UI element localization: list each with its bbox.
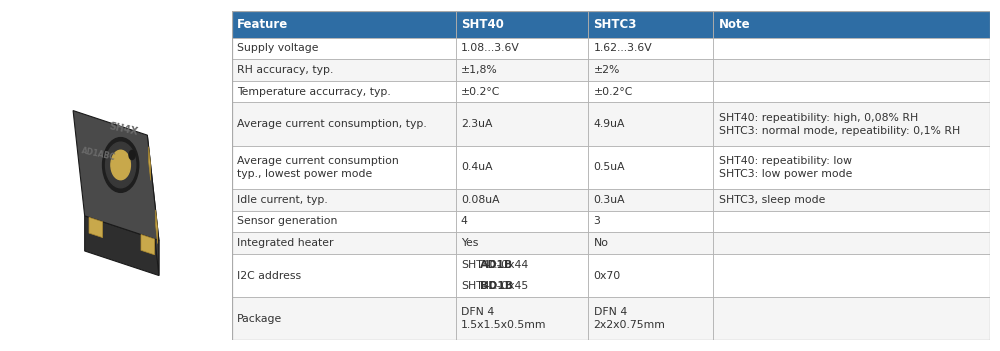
Text: I2C address: I2C address	[237, 271, 301, 280]
Text: Note: Note	[719, 18, 750, 31]
FancyBboxPatch shape	[232, 232, 456, 254]
FancyBboxPatch shape	[588, 297, 713, 340]
Text: ±0.2°C: ±0.2°C	[461, 87, 500, 97]
Text: ±2%: ±2%	[594, 65, 620, 75]
Text: Yes: Yes	[461, 238, 478, 248]
Text: AD1B: AD1B	[480, 260, 513, 270]
Text: Integrated heater: Integrated heater	[237, 238, 334, 248]
FancyBboxPatch shape	[456, 189, 588, 211]
Circle shape	[129, 151, 135, 160]
Text: Average current consumption, typ.: Average current consumption, typ.	[237, 119, 427, 129]
FancyBboxPatch shape	[456, 211, 588, 232]
Text: 0.3uA: 0.3uA	[594, 195, 625, 205]
FancyBboxPatch shape	[588, 254, 713, 297]
FancyBboxPatch shape	[456, 146, 588, 189]
Text: : 0x45: : 0x45	[494, 282, 529, 291]
Circle shape	[106, 142, 136, 188]
FancyBboxPatch shape	[713, 38, 990, 59]
FancyBboxPatch shape	[713, 102, 990, 146]
Text: Package: Package	[237, 314, 283, 324]
Polygon shape	[85, 216, 159, 276]
Text: DFN 4
2x2x0.75mm: DFN 4 2x2x0.75mm	[594, 307, 665, 330]
FancyBboxPatch shape	[232, 38, 456, 59]
Text: 4: 4	[461, 217, 468, 226]
FancyBboxPatch shape	[456, 81, 588, 102]
Text: Supply voltage: Supply voltage	[237, 44, 319, 53]
Text: DFN 4
1.5x1.5x0.5mm: DFN 4 1.5x1.5x0.5mm	[461, 307, 546, 330]
FancyBboxPatch shape	[713, 146, 990, 189]
Polygon shape	[89, 217, 103, 238]
Text: 0.4uA: 0.4uA	[461, 163, 493, 172]
FancyBboxPatch shape	[232, 297, 456, 340]
FancyBboxPatch shape	[713, 189, 990, 211]
FancyBboxPatch shape	[232, 11, 456, 38]
FancyBboxPatch shape	[456, 11, 588, 38]
Text: Average current consumption
typ., lowest power mode: Average current consumption typ., lowest…	[237, 156, 399, 179]
Text: AD1ABC: AD1ABC	[80, 146, 116, 163]
FancyBboxPatch shape	[456, 232, 588, 254]
FancyBboxPatch shape	[588, 146, 713, 189]
Text: 0x70: 0x70	[594, 271, 621, 280]
FancyBboxPatch shape	[588, 38, 713, 59]
Text: : 0x44: : 0x44	[494, 260, 529, 270]
FancyBboxPatch shape	[588, 232, 713, 254]
FancyBboxPatch shape	[456, 297, 588, 340]
FancyBboxPatch shape	[713, 59, 990, 81]
Text: BD1B: BD1B	[480, 282, 513, 291]
Text: SHT40: repeatibility: low
SHTC3: low power mode: SHT40: repeatibility: low SHTC3: low pow…	[719, 156, 852, 179]
Text: RH accuracy, typ.: RH accuracy, typ.	[237, 65, 334, 75]
FancyBboxPatch shape	[713, 211, 990, 232]
Text: SHT40: SHT40	[461, 18, 504, 31]
FancyBboxPatch shape	[588, 211, 713, 232]
Text: Feature: Feature	[237, 18, 289, 31]
Text: ±1,8%: ±1,8%	[461, 65, 498, 75]
Text: 1.62...3.6V: 1.62...3.6V	[594, 44, 652, 53]
FancyBboxPatch shape	[713, 232, 990, 254]
FancyBboxPatch shape	[232, 189, 456, 211]
Text: SH4X: SH4X	[108, 121, 139, 137]
Text: 0.08uA: 0.08uA	[461, 195, 500, 205]
Text: SHTC3, sleep mode: SHTC3, sleep mode	[719, 195, 825, 205]
FancyBboxPatch shape	[232, 59, 456, 81]
FancyBboxPatch shape	[713, 297, 990, 340]
Text: 0.5uA: 0.5uA	[594, 163, 625, 172]
FancyBboxPatch shape	[456, 38, 588, 59]
FancyBboxPatch shape	[232, 211, 456, 232]
Circle shape	[111, 150, 130, 180]
Text: Sensor generation: Sensor generation	[237, 217, 338, 226]
Text: SHT40-: SHT40-	[461, 282, 500, 291]
Polygon shape	[147, 135, 159, 276]
FancyBboxPatch shape	[713, 81, 990, 102]
Text: 1.08...3.6V: 1.08...3.6V	[461, 44, 520, 53]
Text: Idle current, typ.: Idle current, typ.	[237, 195, 328, 205]
FancyBboxPatch shape	[232, 102, 456, 146]
Polygon shape	[141, 234, 155, 255]
Text: 2.3uA: 2.3uA	[461, 119, 492, 129]
FancyBboxPatch shape	[456, 254, 588, 297]
FancyBboxPatch shape	[713, 254, 990, 297]
FancyBboxPatch shape	[232, 254, 456, 297]
FancyBboxPatch shape	[588, 102, 713, 146]
FancyBboxPatch shape	[588, 189, 713, 211]
Polygon shape	[149, 147, 151, 180]
Text: ±0.2°C: ±0.2°C	[594, 87, 633, 97]
Text: 4.9uA: 4.9uA	[594, 119, 625, 129]
Circle shape	[103, 138, 139, 192]
FancyBboxPatch shape	[588, 59, 713, 81]
Text: SHT40: repeatibility: high, 0,08% RH
SHTC3: normal mode, repeatibility: 0,1% RH: SHT40: repeatibility: high, 0,08% RH SHT…	[719, 113, 960, 136]
Text: SHT40-: SHT40-	[461, 260, 500, 270]
Text: SHTC3: SHTC3	[594, 18, 637, 31]
FancyBboxPatch shape	[456, 102, 588, 146]
FancyBboxPatch shape	[456, 59, 588, 81]
Polygon shape	[73, 111, 159, 240]
Text: 3: 3	[594, 217, 600, 226]
FancyBboxPatch shape	[588, 81, 713, 102]
FancyBboxPatch shape	[232, 81, 456, 102]
Polygon shape	[156, 210, 158, 244]
Text: No: No	[594, 238, 609, 248]
Text: Temperature accurracy, typ.: Temperature accurracy, typ.	[237, 87, 391, 97]
FancyBboxPatch shape	[232, 146, 456, 189]
FancyBboxPatch shape	[588, 11, 713, 38]
FancyBboxPatch shape	[713, 11, 990, 38]
